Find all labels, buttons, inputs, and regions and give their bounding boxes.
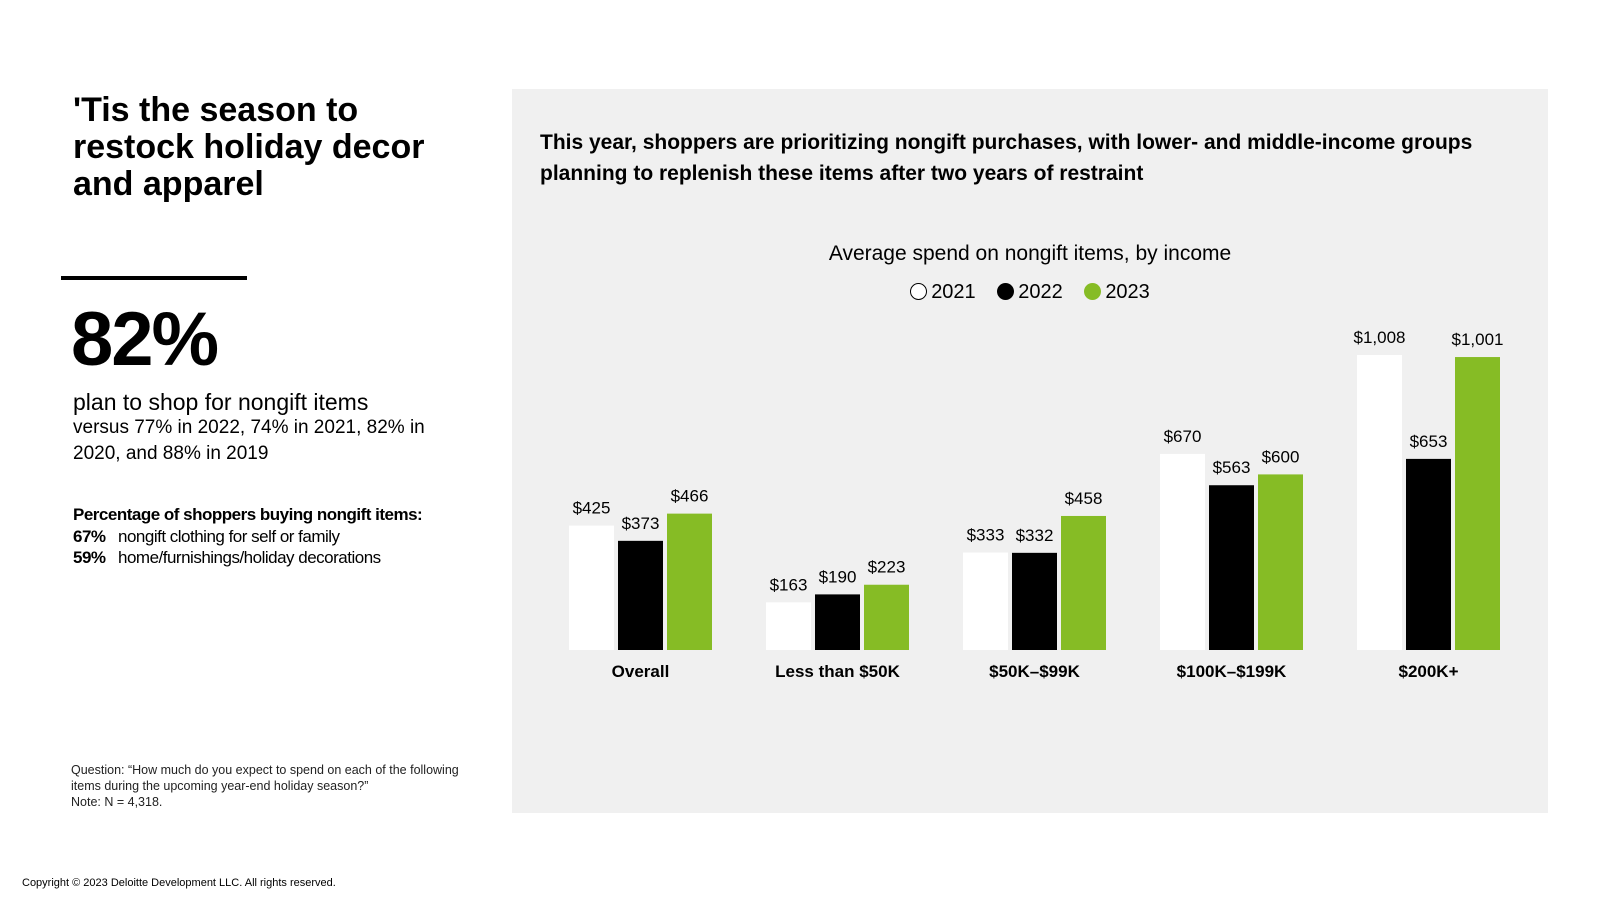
bar-less-than-50k-2021 [766,602,811,650]
percentage-row: 59% home/furnishings/holiday decorations [73,547,473,568]
chart-title: Average spend on nongift items, by incom… [828,242,1232,265]
data-label-50k-99k-2023: $458 [1065,489,1103,508]
percentage-label: nongift clothing for self or family [118,527,340,546]
chart-panel: This year, shoppers are prioritizing non… [512,89,1548,813]
data-label-less-than-50k-2022: $190 [819,567,857,586]
footnote-question: Question: “How much do you expect to spe… [71,763,459,793]
data-label-100k-199k-2022: $563 [1213,458,1251,477]
category-label-less-than-50k: Less than $50K [775,662,900,681]
bar-200k-2023 [1455,357,1500,650]
data-label-200k-2023: $1,001 [1452,330,1504,349]
data-label-overall-2022: $373 [622,514,660,533]
page-title: 'Tis the season to restock holiday decor… [73,91,425,203]
bar-200k-2021 [1357,355,1402,650]
bar-100k-199k-2021 [1160,453,1205,650]
category-label-100k-199k: $100K–$199K [1177,662,1287,681]
bar-200k-2022 [1406,458,1451,650]
percentage-label: home/furnishings/holiday decorations [118,548,381,567]
legend-swatch-2023 [1084,283,1102,300]
percentage-value: 67% [73,527,106,546]
category-label-50k-99k: $50K–$99K [989,662,1080,681]
headline-stat: 82% [71,297,219,382]
bar-overall-2023 [667,513,712,650]
headline-stat-detail: versus 77% in 2022, 74% in 2021, 82% in … [73,417,425,464]
data-label-less-than-50k-2023: $223 [868,558,906,577]
bar-100k-199k-2022 [1209,485,1254,650]
nongift-percentages: Percentage of shoppers buying nongift it… [73,504,473,568]
percentage-row: 67% nongift clothing for self or family [73,526,473,547]
data-label-50k-99k-2022: $332 [1016,526,1054,545]
legend-label-2023: 2023 [1105,281,1150,303]
data-label-50k-99k-2021: $333 [967,526,1005,545]
legend-label-2022: 2022 [1018,281,1063,303]
category-label-overall: Overall [612,662,670,681]
bar-less-than-50k-2022 [815,594,860,650]
headline-stat-label: plan to shop for nongift items [73,389,369,415]
legend-item-2023: 2023 [1084,280,1150,304]
legend-item-2022: 2022 [997,280,1063,304]
bar-50k-99k-2023 [1061,515,1106,650]
bar-overall-2022 [618,540,663,650]
footnote-note: Note: N = 4,318. [71,795,163,809]
percentages-heading: Percentage of shoppers buying nongift it… [73,505,423,524]
bar-overall-2021 [569,525,614,650]
bar-50k-99k-2022 [1012,552,1057,650]
bar-less-than-50k-2023 [864,584,909,650]
legend-label-2021: 2021 [931,281,976,303]
data-label-100k-199k-2023: $600 [1262,447,1300,466]
copyright-notice: Copyright © 2023 Deloitte Development LL… [22,877,336,889]
data-label-overall-2023: $466 [671,487,709,506]
bar-50k-99k-2021 [963,552,1008,650]
percentage-value: 59% [73,548,106,567]
divider-rule [61,276,247,280]
bar-chart: $425 $373 $466 Overall $163 $190 $223 Less than… [569,328,1504,681]
panel-headline: This year, shoppers are prioritizing non… [540,131,1473,185]
data-label-less-than-50k-2021: $163 [770,575,808,594]
legend-item-2021: 2021 [910,280,976,304]
footnote: Question: “How much do you expect to spe… [71,762,481,810]
legend-swatch-2021 [910,283,928,300]
data-label-overall-2021: $425 [573,499,611,518]
data-label-200k-2022: $653 [1410,432,1448,451]
chart-legend: 2021 2022 2023 [512,280,1548,304]
data-label-100k-199k-2021: $670 [1164,427,1202,446]
legend-swatch-2022 [997,283,1015,300]
category-label-200k: $200K+ [1398,662,1458,681]
bar-100k-199k-2023 [1258,474,1303,650]
data-label-200k-2021: $1,008 [1354,328,1406,347]
